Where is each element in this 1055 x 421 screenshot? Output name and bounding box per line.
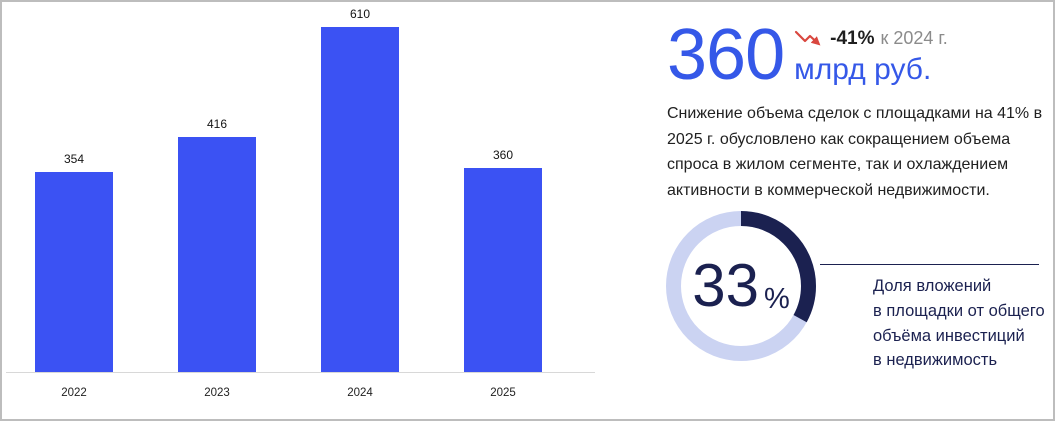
x-axis-line — [6, 372, 595, 373]
donut-percent-value: 33 — [692, 252, 759, 320]
kpi-headline: 360 -41% к 2024 г. млрд руб. — [667, 15, 1053, 95]
kpi-headline-right: -41% к 2024 г. млрд руб. — [794, 28, 948, 85]
x-axis-label: 2025 — [490, 387, 516, 399]
x-axis-label: 2023 — [204, 387, 230, 399]
kpi-delta: -41% — [830, 27, 875, 49]
bar-2025 — [464, 168, 542, 372]
bar-chart-plot: 354 416 610 360 — [6, 2, 598, 372]
kpi-description: Снижение объема сделок с площадками на 4… — [667, 104, 1043, 200]
donut-chart: 33 % — [665, 210, 817, 362]
kpi-value: 360 — [667, 15, 785, 95]
bar-chart-xlabels: 2022 2023 2024 2025 — [6, 387, 598, 407]
bar-value-label: 354 — [63, 152, 85, 166]
bar-chart: 354 416 610 360 2022 2023 2024 2025 — [6, 2, 606, 419]
bar-value-label: 610 — [349, 7, 371, 21]
kpi-unit: млрд руб. — [794, 52, 932, 86]
bar-value-label: 416 — [206, 117, 228, 131]
donut-percent-sign: % — [763, 282, 790, 315]
caption-separator-line — [820, 264, 1039, 266]
kpi-panel: 360 -41% к 2024 г. млрд руб. — [665, 15, 1053, 370]
bar-2022 — [35, 172, 113, 372]
bar-2024 — [321, 27, 399, 372]
donut-arc — [666, 211, 816, 362]
donut-center-label: 33 % — [665, 210, 817, 362]
kpi-delta-note: к 2024 г. — [880, 28, 948, 49]
donut-svg — [666, 211, 816, 362]
kpi-trend: -41% к 2024 г. — [794, 28, 948, 50]
donut-section: 33 % Доля вложений в площадки от общего … — [665, 210, 1053, 370]
bar-2023 — [178, 137, 256, 372]
donut-caption: Доля вложений в площадки от общего объём… — [873, 277, 1045, 370]
trend-down-arrow-icon — [795, 30, 821, 46]
x-axis-label: 2024 — [347, 387, 373, 399]
bar-value-label: 360 — [492, 148, 514, 162]
x-axis-label: 2022 — [61, 387, 87, 399]
